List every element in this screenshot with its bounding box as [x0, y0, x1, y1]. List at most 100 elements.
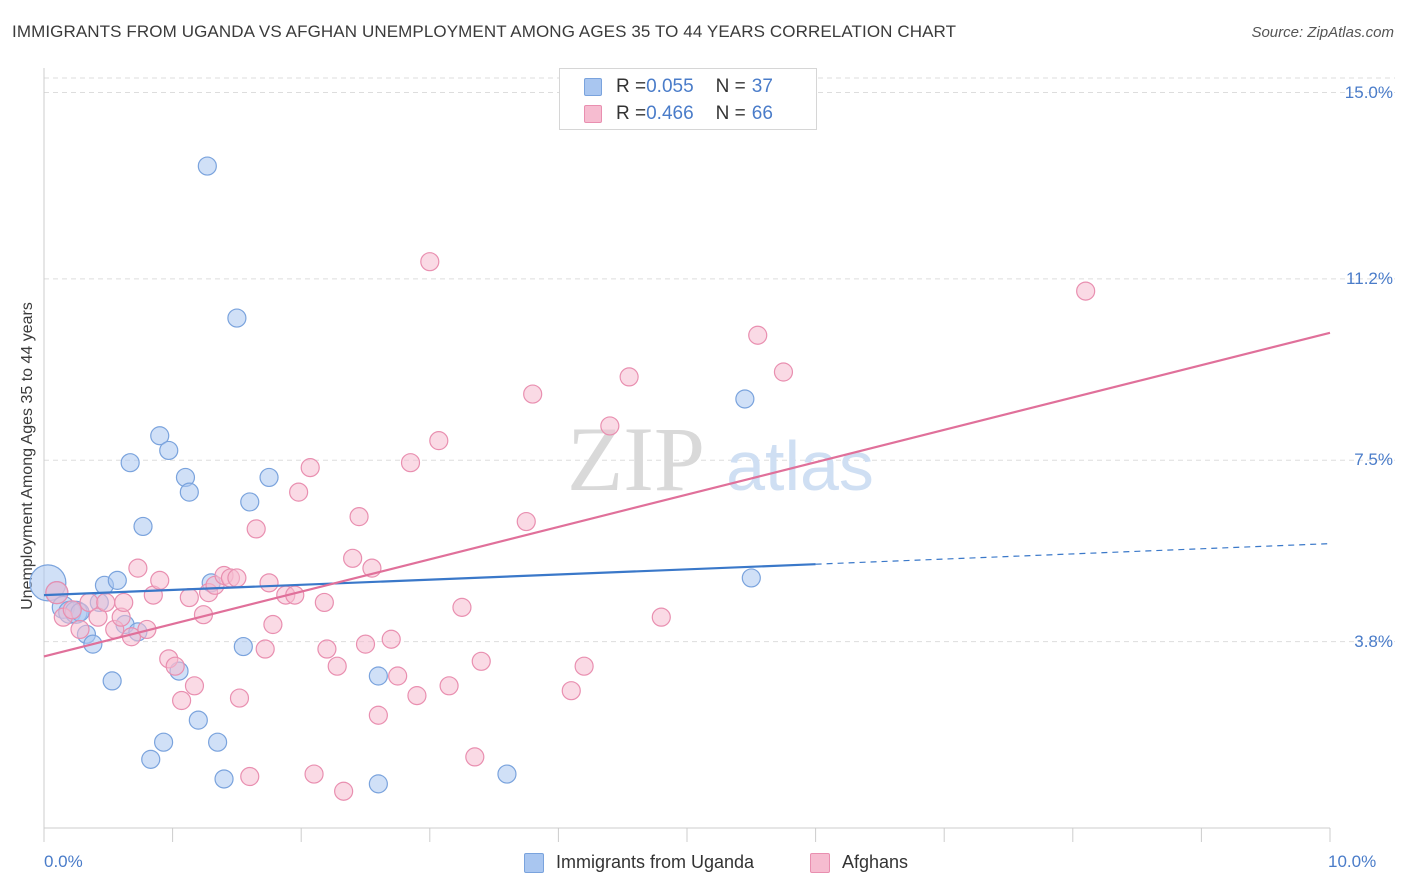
- bottom-legend-label-uganda: Immigrants from Uganda: [556, 852, 755, 872]
- bottom-legend-swatch-uganda: [524, 852, 544, 873]
- afghan-point: [368, 705, 388, 725]
- trend-lines: [43, 331, 1331, 658]
- uganda-point: [102, 671, 122, 691]
- afghan-point: [619, 367, 639, 387]
- afghan-point: [179, 587, 199, 608]
- afghan-point: [334, 781, 354, 801]
- bottom-legend-afghans: Afghans: [810, 852, 908, 873]
- afghan-point: [465, 747, 485, 767]
- afghan-point: [574, 656, 594, 676]
- afghan-point: [317, 639, 337, 659]
- uganda-point: [208, 732, 228, 752]
- uganda-point: [227, 308, 247, 328]
- afghan-point: [246, 519, 266, 539]
- uganda-point: [150, 426, 170, 446]
- afghan-point: [748, 325, 768, 345]
- uganda-point: [233, 636, 253, 657]
- afghan-point: [651, 607, 671, 627]
- uganda-point: [153, 732, 174, 752]
- uganda-trend-line: [43, 563, 816, 597]
- uganda-point: [197, 156, 217, 176]
- uganda-trend-extension: [815, 543, 1331, 565]
- afghan-point: [471, 651, 491, 671]
- uganda-point: [497, 764, 517, 784]
- uganda-point: [120, 453, 140, 473]
- afghan-point: [600, 416, 620, 436]
- x-tick-min: 0.0%: [44, 852, 83, 871]
- legend-row-uganda: R = 0.055 N = 37: [584, 76, 773, 98]
- afghan-point: [388, 666, 408, 686]
- afghan-point: [349, 507, 369, 527]
- afghan-point: [420, 252, 440, 272]
- y-tick-label: 3.8%: [1354, 631, 1393, 651]
- afghan-point: [165, 656, 185, 676]
- afghan-point: [227, 568, 247, 588]
- bottom-legend-label-afghans: Afghans: [842, 852, 909, 872]
- legend-r-value: 0.055: [646, 76, 694, 97]
- afghan-point: [429, 431, 449, 451]
- legend-r-label: R =: [616, 76, 647, 97]
- afghan-point: [407, 686, 427, 706]
- uganda-point: [368, 774, 388, 794]
- uganda-point: [368, 666, 388, 686]
- afghan-trend-line: [43, 331, 1331, 658]
- uganda-point: [141, 749, 161, 769]
- legend-n-value: 37: [751, 76, 773, 97]
- y-tick-label: 15.0%: [1344, 82, 1393, 102]
- afghan-point: [400, 453, 421, 473]
- afghan-point: [381, 629, 401, 649]
- afghan-point: [259, 573, 279, 593]
- uganda-point: [741, 568, 761, 588]
- afghan-point: [70, 619, 90, 640]
- uganda-point: [159, 440, 179, 461]
- y-tick-label: 11.2%: [1346, 268, 1393, 288]
- legend-swatch-afghans: [584, 105, 602, 123]
- watermark-zip: ZIP: [567, 408, 705, 510]
- legend-swatch-uganda: [584, 78, 602, 96]
- afghan-point: [96, 592, 116, 613]
- watermark: ZIP atlas: [567, 408, 874, 510]
- source-label: Source: ZipAtlas.com: [1251, 24, 1394, 41]
- afghan-point: [128, 558, 148, 578]
- afghan-point: [516, 511, 536, 532]
- bottom-legend-uganda: Immigrants from Uganda: [524, 852, 754, 873]
- afghan-point: [255, 639, 275, 659]
- legend-r-label: R =: [616, 103, 647, 124]
- afghan-point: [229, 688, 250, 708]
- legend-n-label: N =: [715, 103, 746, 124]
- afghan-point: [45, 581, 69, 605]
- afghan-point: [300, 458, 320, 478]
- afghan-point: [343, 548, 363, 568]
- afghan-point: [314, 592, 334, 613]
- gridlines: [44, 77, 1395, 643]
- afghan-point: [355, 634, 376, 654]
- legend-r-value: 0.466: [646, 103, 694, 124]
- afghan-point: [172, 690, 192, 711]
- uganda-point: [240, 492, 260, 512]
- afghan-point: [561, 681, 581, 701]
- uganda-point: [133, 516, 153, 537]
- uganda-point: [214, 769, 234, 789]
- afghan-point: [304, 764, 324, 784]
- afghan-point: [327, 656, 347, 676]
- uganda-point: [735, 389, 755, 409]
- legend-row-afghans: R = 0.466 N = 66: [584, 103, 773, 125]
- afghan-point: [289, 482, 309, 502]
- data-points: [29, 156, 1096, 801]
- x-tick-max: 10.0%: [1328, 852, 1377, 871]
- afghan-point: [184, 676, 205, 696]
- bottom-legend-swatch-afghans: [810, 852, 830, 873]
- afghan-point: [150, 570, 170, 590]
- afghan-point: [240, 766, 260, 787]
- axes: [43, 68, 1331, 842]
- legend-n-value: 66: [751, 103, 773, 124]
- uganda-point: [179, 482, 199, 502]
- afghan-point: [452, 597, 472, 617]
- uganda-point: [107, 570, 127, 590]
- afghan-point: [439, 676, 459, 696]
- afghan-point: [1076, 281, 1096, 301]
- afghan-point: [114, 592, 134, 613]
- afghan-point: [62, 600, 82, 620]
- afghan-point: [523, 384, 543, 404]
